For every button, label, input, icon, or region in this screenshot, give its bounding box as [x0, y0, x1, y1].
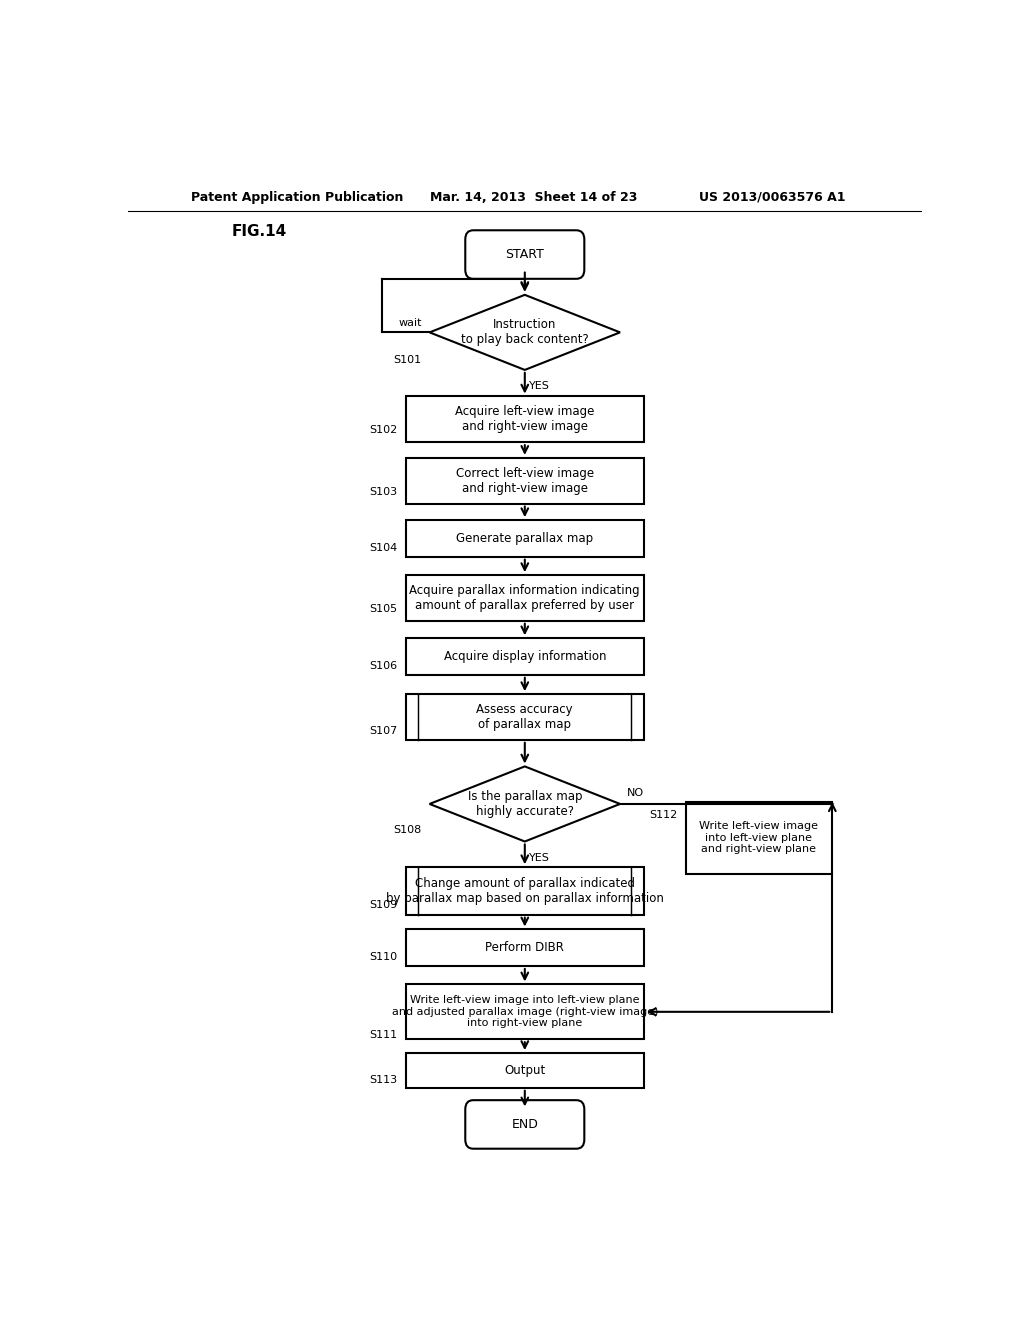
Text: Output: Output: [504, 1064, 546, 1077]
Text: FIG.14: FIG.14: [231, 224, 287, 239]
Text: Acquire parallax information indicating
amount of parallax preferred by user: Acquire parallax information indicating …: [410, 583, 640, 612]
Text: wait: wait: [398, 318, 422, 329]
FancyBboxPatch shape: [465, 230, 585, 279]
Text: START: START: [506, 248, 544, 261]
Text: Mar. 14, 2013  Sheet 14 of 23: Mar. 14, 2013 Sheet 14 of 23: [430, 190, 637, 203]
Text: S106: S106: [370, 661, 397, 671]
FancyBboxPatch shape: [465, 1100, 585, 1148]
Bar: [406, 694, 644, 739]
Text: NO: NO: [627, 788, 643, 799]
Bar: [406, 1053, 644, 1088]
Text: END: END: [511, 1118, 539, 1131]
Text: S110: S110: [370, 952, 397, 962]
Text: S104: S104: [370, 543, 397, 553]
Bar: [406, 867, 644, 915]
Text: Generate parallax map: Generate parallax map: [457, 532, 593, 545]
Text: Write left-view image into left-view plane
and adjusted parallax image (right-vi: Write left-view image into left-view pla…: [391, 995, 658, 1028]
Bar: [406, 985, 644, 1039]
Bar: [406, 638, 644, 675]
Bar: [406, 396, 644, 442]
Text: YES: YES: [528, 853, 550, 863]
Text: Assess accuracy
of parallax map: Assess accuracy of parallax map: [476, 704, 573, 731]
Text: S103: S103: [370, 487, 397, 496]
Text: S108: S108: [393, 825, 422, 834]
Text: Acquire left-view image
and right-view image: Acquire left-view image and right-view i…: [455, 405, 595, 433]
Text: Patent Application Publication: Patent Application Publication: [191, 190, 403, 203]
Text: S105: S105: [370, 605, 397, 614]
Polygon shape: [430, 294, 620, 370]
Text: Is the parallax map
highly accurate?: Is the parallax map highly accurate?: [468, 789, 582, 818]
Text: S111: S111: [370, 1030, 397, 1040]
Text: Change amount of parallax indicated
by parallax map based on parallax informatio: Change amount of parallax indicated by p…: [386, 876, 664, 906]
Text: S109: S109: [370, 900, 397, 909]
Bar: [406, 576, 644, 620]
Bar: [406, 458, 644, 504]
Text: Perform DIBR: Perform DIBR: [485, 941, 564, 954]
Text: S112: S112: [649, 810, 678, 820]
Text: US 2013/0063576 A1: US 2013/0063576 A1: [699, 190, 846, 203]
Text: Acquire display information: Acquire display information: [443, 649, 606, 663]
Bar: [406, 520, 644, 557]
Bar: [406, 929, 644, 966]
Text: S101: S101: [393, 355, 422, 364]
Text: Write left-view image
into left-view plane
and right-view plane: Write left-view image into left-view pla…: [699, 821, 818, 854]
Text: Correct left-view image
and right-view image: Correct left-view image and right-view i…: [456, 467, 594, 495]
Text: S102: S102: [370, 425, 397, 436]
Text: YES: YES: [528, 381, 550, 392]
Text: Instruction
to play back content?: Instruction to play back content?: [461, 318, 589, 346]
Text: S107: S107: [370, 726, 397, 735]
Text: S113: S113: [370, 1074, 397, 1085]
Polygon shape: [430, 767, 620, 841]
Bar: [685, 803, 833, 874]
